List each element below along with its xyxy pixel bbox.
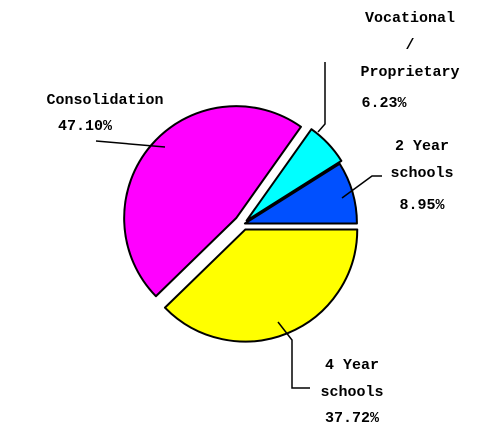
leader-line	[277, 321, 310, 389]
value-label: 6.23%	[361, 95, 407, 112]
pie-slice	[245, 128, 343, 222]
slice-label: Consolidation	[46, 92, 163, 109]
leader-line	[317, 62, 326, 133]
leader-line	[95, 140, 166, 148]
pie-slice	[243, 162, 358, 225]
slice-label: 4 Year schools	[320, 357, 383, 401]
value-label: 37.72%	[325, 410, 380, 427]
slice-label: 2 Year schools	[390, 138, 453, 182]
slice-label: Vocational / Proprietary	[360, 10, 459, 81]
value-label: 8.95%	[399, 197, 445, 214]
leader-line	[341, 175, 382, 199]
value-label: 47.10%	[58, 118, 113, 135]
